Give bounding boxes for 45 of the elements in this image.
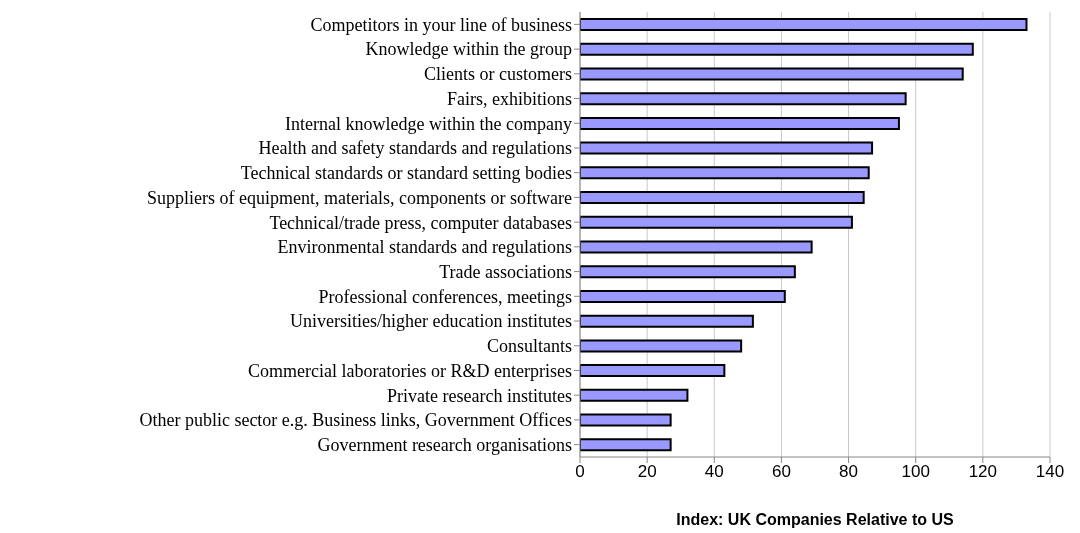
x-tick-label: 100 (901, 462, 930, 482)
bar (580, 92, 907, 106)
bar (580, 413, 672, 427)
y-tick-label: Trade associations (439, 261, 572, 282)
y-tick-label: Universities/higher education institutes (290, 311, 572, 332)
bar (580, 191, 865, 205)
y-tick-label: Internal knowledge within the company (285, 113, 572, 134)
bar (580, 67, 964, 81)
y-tick-label: Suppliers of equipment, materials, components or software (147, 187, 572, 208)
bar (580, 314, 754, 328)
y-tick-label: Technical/trade press, computer databases (269, 212, 572, 233)
y-tick-label: Health and safety standards and regulations (258, 138, 572, 159)
bar (580, 438, 672, 452)
x-tick-label: 20 (637, 462, 657, 482)
y-tick-label: Fairs, exhibitions (447, 88, 572, 109)
y-tick-label: Environmental standards and regulations (277, 237, 572, 258)
bar (580, 116, 900, 130)
y-tick-label: Knowledge within the group (365, 39, 572, 60)
bar (580, 141, 874, 155)
bar (580, 364, 726, 378)
y-tick-label: Private research institutes (387, 385, 572, 406)
y-tick-label: Other public sector e.g. Business links, Government Offices (139, 410, 572, 431)
x-axis-title: Index: UK Companies Relative to US (676, 511, 955, 528)
x-tick-label: 140 (1035, 462, 1065, 482)
x-tick-label: 120 (968, 462, 998, 482)
y-tick-label: Consultants (486, 336, 572, 357)
bar (580, 18, 1028, 31)
y-tick-label: Government research organisations (317, 435, 572, 456)
bar (580, 215, 853, 229)
x-tick-label: 0 (575, 462, 585, 482)
x-tick-label: 40 (704, 462, 724, 482)
x-tick-label: 60 (771, 462, 791, 482)
y-tick-label: Clients or customers (424, 64, 572, 85)
x-tick-label: 80 (839, 462, 859, 482)
y-tick-label: Commercial laboratories or R&D enterprises (248, 360, 572, 381)
y-tick-label: Professional conferences, meetings (318, 286, 572, 307)
y-tick-label: Technical standards or standard setting bodies (240, 163, 572, 184)
bar (580, 240, 813, 254)
bar (580, 289, 786, 303)
bar (580, 42, 974, 56)
bar (580, 388, 689, 402)
bar (580, 265, 796, 279)
y-tick-label: Competitors in your line of business (310, 14, 572, 35)
bar (580, 339, 743, 353)
bar (580, 166, 870, 180)
